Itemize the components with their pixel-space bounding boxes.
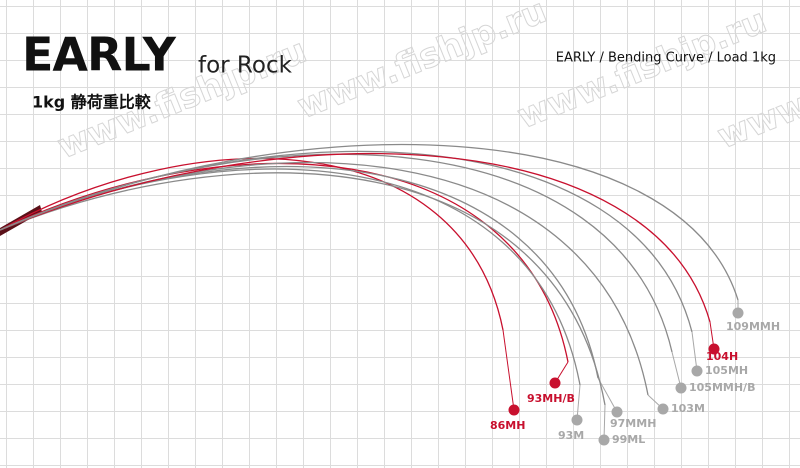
tip-dot bbox=[598, 434, 610, 446]
tip-dot bbox=[691, 365, 703, 377]
chart-label: EARLY / Bending Curve / Load 1kg bbox=[556, 51, 776, 66]
subtitle: for Rock bbox=[198, 53, 293, 79]
bending-curve bbox=[0, 153, 673, 353]
bending-curve bbox=[0, 157, 504, 331]
tip-dot bbox=[611, 406, 623, 418]
leader-line bbox=[597, 377, 618, 413]
leader-line bbox=[502, 329, 515, 411]
leader-line bbox=[576, 384, 581, 421]
tip-dot bbox=[732, 307, 744, 319]
tip-dot bbox=[675, 382, 687, 394]
bending-curve bbox=[0, 150, 693, 333]
bending-curve bbox=[0, 144, 739, 301]
rod-label: 93M bbox=[558, 429, 584, 442]
bending-curve bbox=[0, 168, 581, 386]
tip-dot bbox=[549, 377, 561, 389]
rod-label: 97MMH bbox=[610, 417, 656, 430]
rod-label: 103M bbox=[671, 402, 705, 415]
curves: 86MH93MH/B93M97MMH99ML103M105MMH/B105MH1… bbox=[0, 144, 780, 446]
rod-label: 86MH bbox=[490, 419, 525, 432]
tip-dot bbox=[657, 403, 669, 415]
rod-label: 109MMH bbox=[726, 320, 780, 333]
title: EARLY bbox=[22, 28, 177, 82]
rod-label: 93MH/B bbox=[527, 392, 575, 405]
leader-line bbox=[671, 351, 682, 389]
leader-line bbox=[603, 404, 606, 441]
bending-curve bbox=[0, 153, 711, 323]
rod-label: 99ML bbox=[612, 433, 645, 446]
bending-curve bbox=[0, 172, 606, 406]
tip-dot bbox=[508, 404, 520, 416]
tip-dot bbox=[571, 414, 583, 426]
rod-label: 105MH bbox=[705, 364, 748, 377]
rod-label: 104H bbox=[706, 350, 738, 363]
leader-line bbox=[691, 331, 698, 372]
tip-dot bbox=[708, 343, 720, 355]
caption: 1kg 静荷重比較 bbox=[32, 93, 152, 112]
watermark-layer: www.fishjp.ruwww.fishjp.ruwww.fishjp.ruw… bbox=[51, 0, 800, 168]
watermark: www.fishjp.ru bbox=[292, 0, 552, 127]
rod-label: 105MMH/B bbox=[689, 381, 755, 394]
